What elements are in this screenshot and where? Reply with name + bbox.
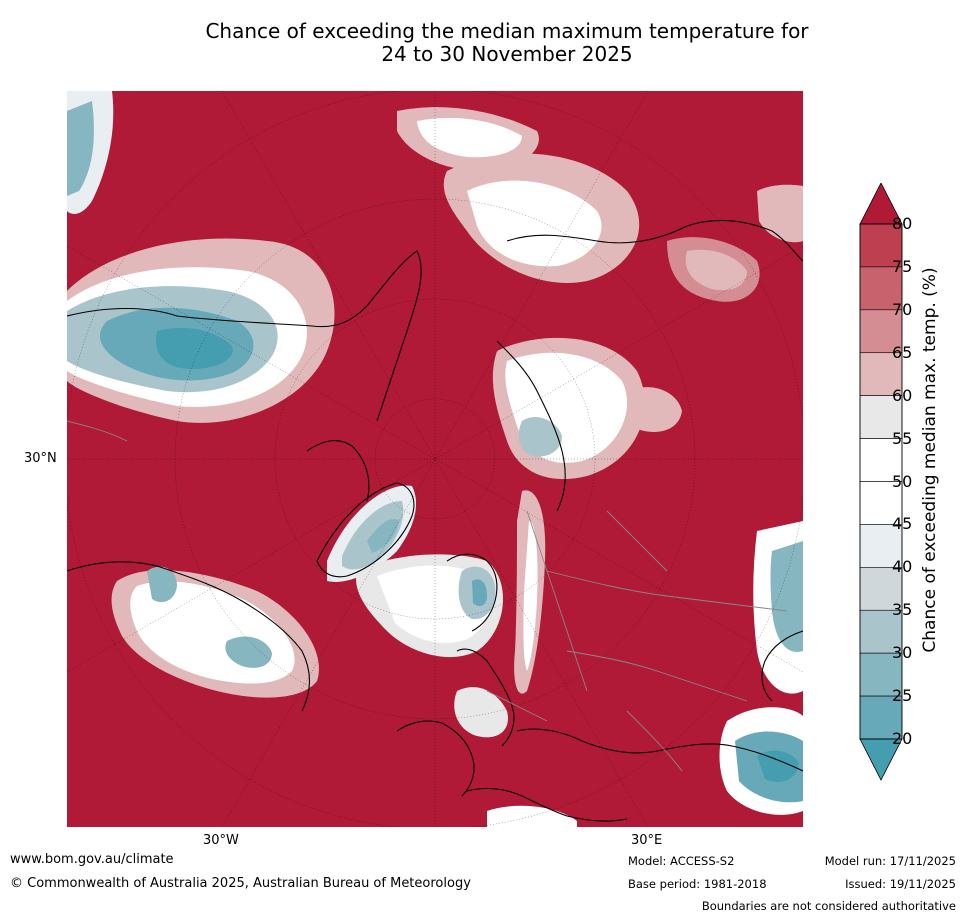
colorbar-tick-label: 40 (892, 557, 913, 577)
colorbar-band (859, 652, 903, 697)
colorbar-tick-label: 45 (892, 514, 913, 534)
colorbar-band (859, 524, 903, 568)
colorbar (859, 183, 903, 781)
colorbar-band (859, 481, 903, 525)
asia-anomaly (627, 184, 803, 432)
website-link[interactable]: www.bom.gov.au/climate (10, 852, 174, 867)
country-borders (67, 420, 788, 772)
colorbar-tick-label: 50 (892, 471, 913, 491)
greenland-anomaly (327, 485, 417, 582)
probability-map (67, 91, 803, 827)
map-title: Chance of exceeding the median maximum t… (0, 20, 965, 66)
title-line-1: Chance of exceeding the median maximum t… (205, 19, 809, 43)
lat-label-30n: 30°N (24, 451, 57, 466)
map-background (67, 91, 803, 827)
colorbar-tick-label: 30 (892, 643, 913, 663)
model-name: Model: ACCESS-S2 (628, 854, 735, 868)
colorbar-tick-label: 70 (892, 299, 913, 319)
copyright: © Commonwealth of Australia 2025, Austra… (10, 876, 471, 891)
map-canvas (67, 91, 803, 827)
colorbar-band (859, 266, 903, 311)
colorbar-tick-label: 35 (892, 600, 913, 620)
colorbar-band (859, 567, 903, 611)
colorbar-frame (859, 223, 903, 740)
coastlines (67, 220, 803, 822)
colorbar-label: Chance of exceeding median max. temp. (%… (920, 267, 940, 653)
colorbar-band (859, 395, 903, 439)
colorbar-tick-label: 25 (892, 686, 913, 706)
lon-label-30e: 30°E (631, 833, 663, 848)
colorbar-tick-label: 75 (892, 256, 913, 276)
base-period: Base period: 1981-2018 (628, 877, 767, 891)
title-line-2: 24 to 30 November 2025 (381, 42, 633, 66)
graticule (67, 91, 803, 827)
top-left-anomaly (67, 91, 114, 214)
colorbar-tick-label: 80 (892, 214, 913, 233)
russia-central-anomaly (492, 337, 645, 480)
colorbar-tick-label: 55 (892, 428, 913, 448)
colorbar-tick-label: 20 (892, 729, 913, 748)
lon-label-30w: 30°W (203, 833, 239, 848)
colorbar-bands (859, 223, 903, 740)
north-america-anomaly (111, 566, 319, 698)
scandinavia-anomaly (356, 554, 504, 658)
colorbar-tick-label: 65 (892, 342, 913, 362)
siberia-anomaly (397, 107, 640, 283)
colorbar-band (859, 695, 903, 740)
issued-date: Issued: 19/11/2025 (845, 877, 956, 891)
north-pacific-anomaly (67, 238, 335, 423)
model-run: Model run: 17/11/2025 (824, 854, 956, 868)
colorbar-tick-label: 60 (892, 385, 913, 405)
boundaries-disclaimer: Boundaries are not considered authoritat… (701, 899, 956, 913)
